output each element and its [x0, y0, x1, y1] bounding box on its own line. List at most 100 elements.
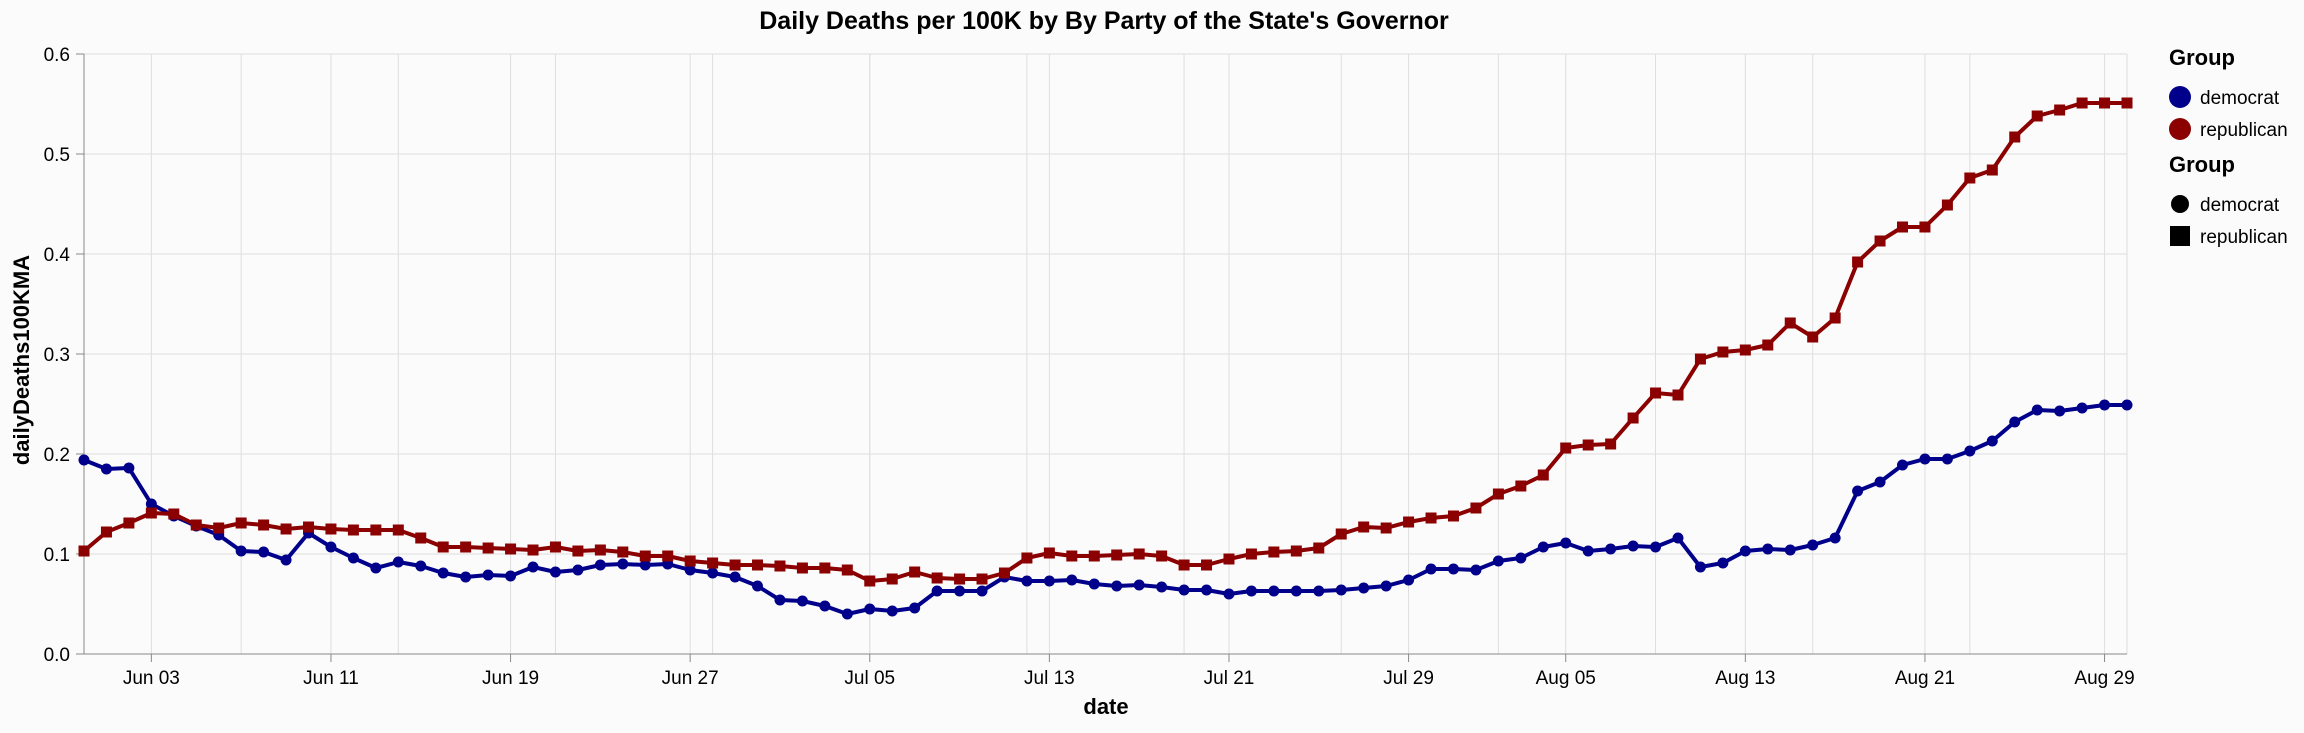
data-point-democrat — [594, 559, 606, 571]
data-point-republican — [2076, 97, 2088, 109]
data-point-democrat — [1380, 580, 1392, 592]
data-point-democrat — [1066, 574, 1078, 586]
data-point-democrat — [774, 594, 786, 606]
data-point-republican — [886, 573, 898, 585]
data-point-republican — [123, 517, 135, 529]
data-point-republican — [639, 550, 651, 562]
data-point-republican — [549, 541, 561, 553]
data-point-democrat — [1178, 584, 1190, 596]
data-point-republican — [145, 507, 157, 519]
data-point-republican — [2099, 97, 2111, 109]
data-point-democrat — [145, 498, 157, 510]
data-point-democrat — [1829, 532, 1841, 544]
data-point-democrat — [841, 608, 853, 620]
data-point-democrat — [415, 560, 427, 572]
series-line-republican — [82, 101, 2127, 583]
data-point-republican — [707, 557, 719, 569]
data-point-republican — [1111, 549, 1123, 561]
data-point-republican — [1986, 164, 1998, 176]
data-point-republican — [2009, 131, 2021, 143]
data-point-republican — [617, 546, 629, 558]
data-point-democrat — [482, 569, 494, 581]
data-point-republican — [1290, 545, 1302, 557]
x-tick-label: Jul 13 — [1024, 668, 1075, 689]
data-point-democrat — [1852, 485, 1864, 497]
data-point-democrat — [2099, 399, 2111, 411]
x-tick-label: Jul 21 — [1204, 668, 1255, 689]
data-point-democrat — [707, 567, 719, 579]
data-point-republican — [1650, 387, 1662, 399]
data-point-republican — [1358, 521, 1370, 533]
y-tick-label: 0.2 — [44, 445, 70, 466]
data-point-democrat — [954, 585, 966, 597]
data-point-republican — [1852, 256, 1864, 268]
data-point-republican — [1829, 312, 1841, 324]
data-point-republican — [2121, 97, 2133, 109]
data-point-democrat — [1201, 584, 1213, 596]
data-point-democrat — [886, 605, 898, 617]
series-democrat — [78, 399, 2133, 620]
data-point-republican — [437, 541, 449, 553]
data-point-republican — [1021, 552, 1033, 564]
data-point-republican — [280, 523, 292, 535]
data-point-republican — [796, 562, 808, 574]
data-point-democrat — [505, 570, 517, 582]
series-line-democrat — [83, 403, 2127, 616]
data-point-democrat — [1223, 588, 1235, 600]
data-point-democrat — [752, 580, 764, 592]
y-tick-label: 0.6 — [44, 45, 70, 66]
data-point-republican — [1425, 512, 1437, 524]
data-point-republican — [572, 545, 584, 557]
data-point-democrat — [123, 462, 135, 474]
data-point-democrat — [1650, 541, 1662, 553]
data-point-republican — [325, 523, 337, 535]
data-point-republican — [1088, 550, 1100, 562]
data-point-republican — [1380, 522, 1392, 534]
data-point-republican — [213, 522, 225, 534]
series-republican — [78, 97, 2133, 587]
legend-title-color: Group — [2169, 45, 2235, 70]
data-point-republican — [1537, 469, 1549, 481]
x-tick-label: Jul 05 — [844, 668, 895, 689]
data-point-democrat — [1268, 585, 1280, 597]
x-axis-title: date — [1083, 694, 1128, 719]
data-point-democrat — [1492, 555, 1504, 567]
data-point-republican — [1043, 547, 1055, 559]
data-point-republican — [1313, 542, 1325, 554]
data-point-democrat — [1156, 581, 1168, 593]
data-point-democrat — [1021, 575, 1033, 587]
data-point-democrat — [1739, 545, 1751, 557]
data-point-democrat — [258, 546, 270, 558]
legend-label-republican: republican — [2200, 120, 2288, 141]
x-tick-label: Aug 21 — [1895, 668, 1955, 689]
data-point-republican — [415, 532, 427, 544]
data-point-democrat — [684, 564, 696, 576]
data-point-republican — [1784, 317, 1796, 329]
data-point-republican — [1066, 550, 1078, 562]
data-point-republican — [505, 543, 517, 555]
data-point-democrat — [796, 595, 808, 607]
legend-label-republican: republican — [2200, 227, 2288, 248]
data-point-republican — [909, 566, 921, 578]
data-point-republican — [347, 524, 359, 536]
data-point-republican — [482, 542, 494, 554]
legend: Group democrat republican Group democrat repu… — [2169, 45, 2288, 248]
data-point-democrat — [2054, 405, 2066, 417]
data-point-democrat — [2031, 404, 2043, 416]
data-point-democrat — [2076, 402, 2088, 414]
data-point-republican — [864, 575, 876, 587]
data-point-democrat — [1447, 563, 1459, 575]
data-point-democrat — [100, 463, 112, 475]
y-tick-label: 0.0 — [44, 645, 70, 666]
data-point-republican — [527, 544, 539, 556]
data-point-republican — [841, 564, 853, 576]
legend-symbol-republican — [2170, 226, 2190, 246]
data-point-democrat — [2121, 399, 2133, 411]
data-point-republican — [662, 550, 674, 562]
data-point-democrat — [1245, 585, 1257, 597]
data-point-republican — [1896, 221, 1908, 233]
data-point-democrat — [819, 600, 831, 612]
data-point-republican — [1201, 559, 1213, 571]
data-point-republican — [2031, 110, 2043, 122]
series-layer — [78, 97, 2133, 620]
